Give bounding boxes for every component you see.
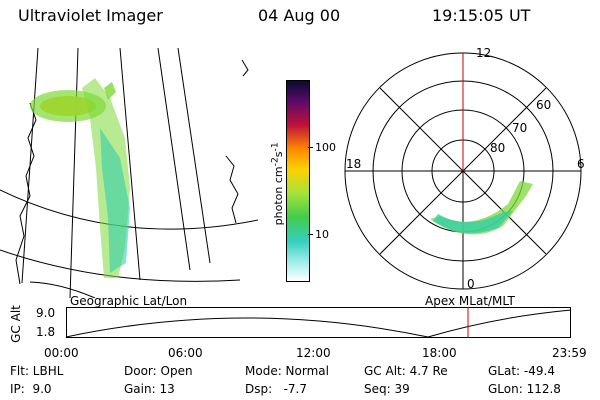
intensity-colorbar	[286, 80, 310, 282]
polar-mlt-plot	[344, 52, 582, 290]
gc-alt-axis-label: GC Alt	[9, 305, 23, 343]
geographic-label: Geographic Lat/Lon	[70, 294, 188, 308]
mlt-label-0: 0	[467, 277, 475, 291]
gc-alt-tick-low: 1.8	[36, 325, 56, 339]
time-tick-2359: 23:59	[552, 346, 587, 360]
info-gain: Gain: 13	[124, 382, 175, 396]
info-door: Door: Open	[124, 364, 193, 378]
info-seq: Seq: 39	[364, 382, 410, 396]
instrument-title: Ultraviolet Imager	[18, 6, 163, 25]
timeline-frame	[66, 307, 571, 338]
colorbar-tick-10: 10	[315, 228, 329, 241]
time-tick-1800: 18:00	[422, 346, 457, 360]
coastline	[15, 59, 249, 285]
gc-altitude-timeline	[66, 307, 572, 338]
date-label: 04 Aug 00	[258, 6, 341, 25]
meridian-line	[157, 48, 191, 271]
lat-label-80: 80	[490, 141, 506, 155]
meridian-line	[177, 48, 211, 264]
meridian-line	[69, 48, 79, 298]
time-label: 19:15:05 UT	[432, 6, 531, 25]
colorbar-unit-text: photon cm-2s-1	[269, 142, 285, 226]
geographic-map	[0, 48, 258, 298]
mlt-label-6: 6	[577, 157, 585, 171]
info-glon: GLon: 112.8	[488, 382, 561, 396]
info-dsp: Dsp: -7.7	[245, 382, 308, 396]
info-glat: GLat: -49.4	[488, 364, 555, 378]
info-mode: Mode: Normal	[245, 364, 329, 378]
time-tick-1200: 12:00	[296, 346, 331, 360]
lat-label-70: 70	[512, 121, 528, 135]
mlt-label-12: 12	[476, 46, 492, 60]
info-filter: Flt: LBHL	[10, 364, 64, 378]
info-gc-alt: GC Alt: 4.7 Re	[364, 364, 448, 378]
colorbar-tick	[308, 234, 313, 235]
mlt-label-18: 18	[346, 157, 362, 171]
gc-alt-tick-high: 9.0	[36, 306, 56, 320]
parallel-line	[29, 281, 96, 298]
colorbar-tick-100: 100	[315, 141, 336, 154]
info-ip: IP: 9.0	[10, 382, 52, 396]
auroral-oval	[430, 181, 533, 235]
time-tick-0000: 00:00	[44, 346, 79, 360]
apex-label: Apex MLat/MLT	[425, 294, 515, 308]
lat-label-60: 60	[536, 98, 552, 112]
time-tick-0600: 06:00	[168, 346, 203, 360]
aurora-emission-geo	[30, 78, 130, 278]
colorbar-unit-label: photon cm-2s-1	[269, 119, 285, 249]
meridian-line	[119, 48, 141, 281]
colorbar-tick	[308, 147, 313, 148]
altitude-curve	[66, 309, 572, 338]
